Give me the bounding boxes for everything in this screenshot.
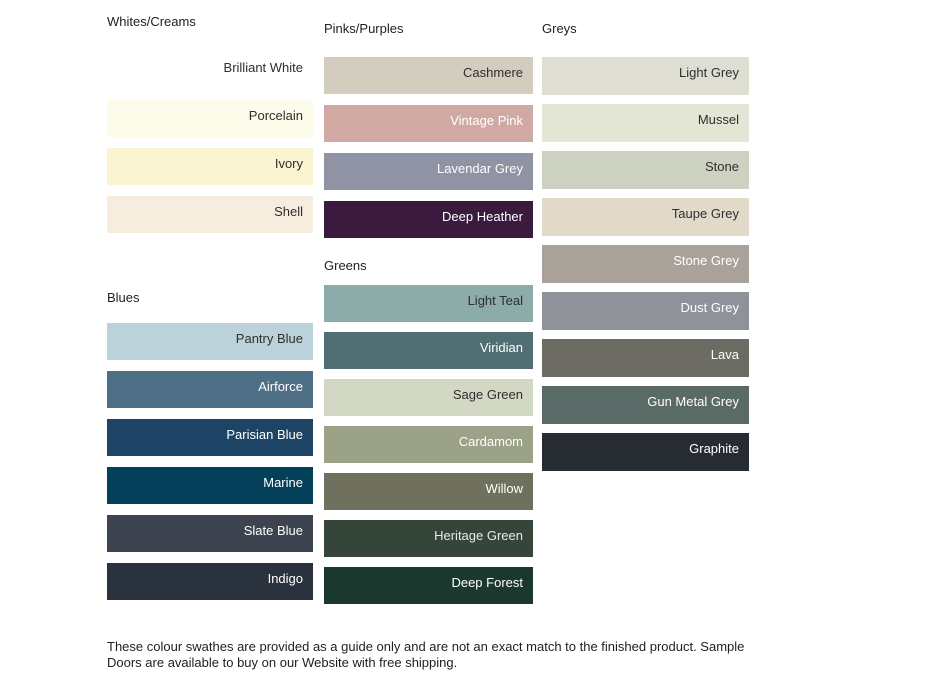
- swatch-parisian-blue: Parisian Blue: [107, 419, 313, 456]
- footer-note-line2: Doors are available to buy on our Websit…: [107, 655, 458, 670]
- swatch-porcelain: Porcelain: [107, 100, 313, 137]
- swatch-lavendar-grey: Lavendar Grey: [324, 153, 533, 190]
- group-whites-creams: Whites/Creams Brilliant White Porcelain Iv…: [107, 14, 313, 233]
- swatch-slate-blue: Slate Blue: [107, 515, 313, 552]
- swatch-stone-grey: Stone Grey: [542, 245, 749, 283]
- swatch-label: Sage Green: [452, 387, 523, 402]
- swatch-heritage-green: Heritage Green: [324, 520, 533, 557]
- swatch-label: Stone: [705, 159, 739, 174]
- swatch-label: Viridian: [479, 340, 523, 355]
- swatch-gun-metal-grey: Gun Metal Grey: [542, 386, 749, 424]
- swatch-label: Vintage Pink: [450, 113, 523, 128]
- footer-note-line1: These colour swathes are provided as a g…: [107, 639, 745, 654]
- swatch-label: Willow: [485, 481, 523, 496]
- swatch-label: Pantry Blue: [235, 331, 303, 346]
- swatch-mussel: Mussel: [542, 104, 749, 142]
- swatch-list-pinks-purples: Cashmere Vintage Pink Lavendar Grey Deep He…: [324, 57, 533, 238]
- group-title-blues: Blues: [107, 290, 140, 305]
- swatch-willow: Willow: [324, 473, 533, 510]
- swatch-cashmere: Cashmere: [324, 57, 533, 94]
- swatch-brilliant-white: Brilliant White: [107, 52, 313, 89]
- swatch-graphite: Graphite: [542, 433, 749, 471]
- group-greens: Greens Light Teal Viridian Sage Green Carda…: [324, 258, 533, 604]
- swatch-label: Slate Blue: [243, 523, 303, 538]
- swatch-shell: Shell: [107, 196, 313, 233]
- swatch-list-blues: Pantry Blue Airforce Parisian Blue Marine Sl…: [107, 323, 313, 600]
- swatch-label: Heritage Green: [434, 528, 523, 543]
- swatch-label: Parisian Blue: [226, 427, 303, 442]
- swatch-list-whites-creams: Brilliant White Porcelain Ivory Shell: [107, 52, 313, 233]
- swatch-label: Brilliant White: [223, 60, 303, 75]
- group-title-greys: Greys: [542, 21, 577, 36]
- swatch-label: Porcelain: [248, 108, 303, 123]
- swatch-label: Taupe Grey: [671, 206, 739, 221]
- swatch-label: Ivory: [274, 156, 303, 171]
- swatch-label: Mussel: [697, 112, 739, 127]
- swatch-label: Stone Grey: [673, 253, 739, 268]
- swatch-ivory: Ivory: [107, 148, 313, 185]
- swatch-lava: Lava: [542, 339, 749, 377]
- swatch-label: Lava: [710, 347, 739, 362]
- group-title-whites-creams: Whites/Creams: [107, 14, 196, 29]
- swatch-label: Indigo: [267, 571, 303, 586]
- swatch-stone: Stone: [542, 151, 749, 189]
- swatch-label: Light Teal: [467, 293, 523, 308]
- swatch-light-grey: Light Grey: [542, 57, 749, 95]
- group-pinks-purples: Pinks/Purples Cashmere Vintage Pink Lavend…: [324, 21, 533, 238]
- swatch-label: Light Grey: [679, 65, 739, 80]
- swatch-pantry-blue: Pantry Blue: [107, 323, 313, 360]
- swatch-label: Cardamom: [458, 434, 523, 449]
- swatch-label: Graphite: [689, 441, 739, 456]
- swatch-label: Deep Forest: [451, 575, 523, 590]
- swatch-deep-heather: Deep Heather: [324, 201, 533, 238]
- swatch-indigo: Indigo: [107, 563, 313, 600]
- swatch-label: Deep Heather: [442, 209, 523, 224]
- swatch-light-teal: Light Teal: [324, 285, 533, 322]
- swatch-label: Shell: [274, 204, 303, 219]
- swatch-label: Cashmere: [463, 65, 523, 80]
- footer-note: These colour swathes are provided as a g…: [107, 639, 777, 671]
- swatch-label: Lavendar Grey: [437, 161, 523, 176]
- swatch-list-greens: Light Teal Viridian Sage Green Cardamom Will…: [324, 285, 533, 604]
- swatch-label: Airforce: [258, 379, 303, 394]
- group-greys: Greys Light Grey Mussel Stone Taupe Grey Sto…: [542, 21, 749, 471]
- swatch-list-greys: Light Grey Mussel Stone Taupe Grey Stone Gre…: [542, 57, 749, 471]
- swatch-vintage-pink: Vintage Pink: [324, 105, 533, 142]
- swatch-airforce: Airforce: [107, 371, 313, 408]
- group-title-pinks-purples: Pinks/Purples: [324, 21, 404, 36]
- swatch-dust-grey: Dust Grey: [542, 292, 749, 330]
- group-blues: Blues Pantry Blue Airforce Parisian Blue Ma…: [107, 290, 313, 600]
- group-title-greens: Greens: [324, 258, 367, 273]
- swatch-deep-forest: Deep Forest: [324, 567, 533, 604]
- swatch-taupe-grey: Taupe Grey: [542, 198, 749, 236]
- swatch-label: Marine: [263, 475, 303, 490]
- swatch-viridian: Viridian: [324, 332, 533, 369]
- swatch-marine: Marine: [107, 467, 313, 504]
- swatch-label: Gun Metal Grey: [647, 394, 739, 409]
- swatch-sage-green: Sage Green: [324, 379, 533, 416]
- swatch-label: Dust Grey: [680, 300, 739, 315]
- swatch-cardamom: Cardamom: [324, 426, 533, 463]
